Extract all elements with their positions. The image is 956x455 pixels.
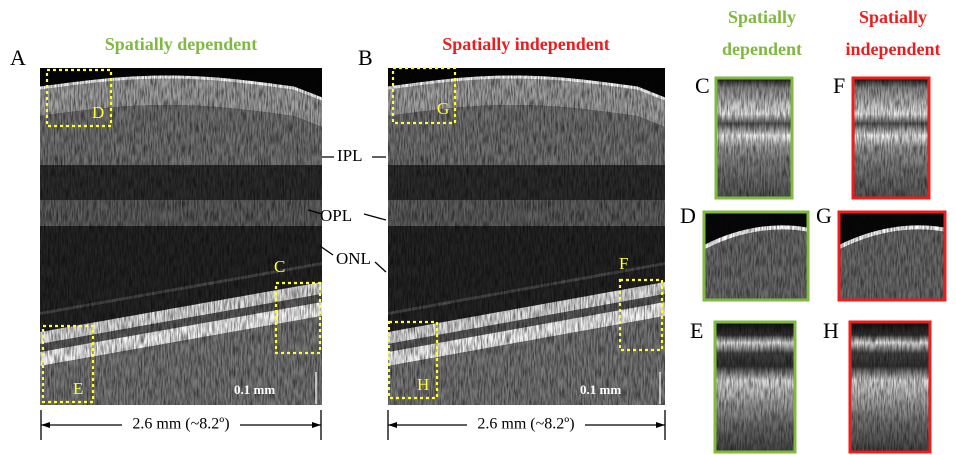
crop-border — [848, 320, 932, 454]
scale-bar-label: 0.1 mm — [234, 382, 275, 397]
crop-image — [848, 320, 932, 454]
image-content — [839, 212, 945, 300]
image-content — [853, 78, 929, 198]
image-content — [850, 322, 930, 452]
panel-title: Spatially independent — [442, 34, 610, 54]
crop-border — [702, 210, 810, 302]
crop-label: D — [680, 203, 696, 228]
crop-image — [714, 76, 794, 200]
image-content — [388, 68, 665, 405]
roi-label: C — [274, 257, 285, 276]
roi-box — [391, 66, 457, 125]
crop-label: F — [833, 73, 845, 98]
image-content — [716, 78, 792, 198]
roi-label: H — [417, 375, 429, 394]
roi-box — [45, 68, 113, 128]
roi-box — [274, 281, 322, 355]
crop-border — [714, 76, 794, 200]
scale-bar-label: 0.1 mm — [580, 382, 621, 397]
panel-label: B — [358, 45, 373, 70]
roi-label: G — [437, 99, 449, 118]
leader-line — [307, 209, 387, 221]
extent-arrow — [387, 410, 666, 440]
roi-label: D — [92, 103, 104, 122]
image-content — [40, 68, 322, 405]
column-title: independent — [845, 39, 940, 59]
oct-image — [40, 68, 322, 405]
extent-arrow — [40, 410, 322, 440]
crop-label: H — [823, 318, 839, 343]
crop-label: C — [695, 73, 710, 98]
roi-box — [387, 320, 439, 400]
panel-title: Spatially dependent — [105, 34, 258, 54]
roi-box — [41, 324, 95, 404]
column-title: Spatially — [728, 7, 796, 27]
crop-image — [851, 76, 931, 200]
column-title: Spatially — [859, 7, 927, 27]
crop-border — [837, 210, 947, 302]
speckle — [388, 68, 665, 405]
layer-label: IPL — [337, 146, 363, 165]
crop-border — [851, 76, 931, 200]
column-title: dependent — [722, 39, 802, 59]
roi-label: F — [619, 254, 628, 273]
extent-label: 2.6 mm (~8.2º) — [132, 416, 229, 433]
crop-label: G — [816, 203, 832, 228]
crop-border — [713, 320, 797, 454]
oct-image — [388, 68, 665, 405]
layer-label: ONL — [336, 249, 371, 268]
image-content — [704, 212, 808, 300]
roi-box — [618, 278, 664, 352]
speckle — [40, 68, 322, 405]
roi-label: E — [73, 379, 83, 398]
image-content — [715, 322, 795, 452]
extent-label: 2.6 mm (~8.2º) — [477, 416, 574, 433]
crop-label: E — [690, 318, 703, 343]
crop-image — [713, 320, 797, 454]
crop-image — [702, 210, 810, 302]
leader-line — [319, 245, 387, 273]
crop-image — [837, 210, 947, 302]
panel-label: A — [10, 45, 26, 70]
layer-label: OPL — [320, 206, 352, 225]
